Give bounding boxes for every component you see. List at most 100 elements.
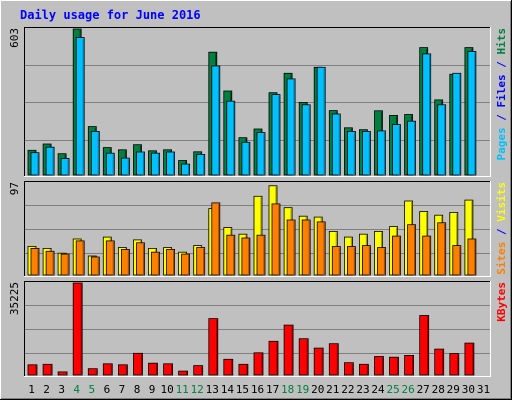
- bar-sites-day-25: [392, 235, 401, 276]
- legend-entry: /: [495, 55, 508, 75]
- bar-kbytes-day-29: [449, 353, 460, 376]
- bar-kbytes-day-18: [283, 324, 294, 376]
- panel-legend: Sites / Visits: [495, 182, 508, 275]
- bar-kbytes-day-24: [374, 356, 384, 376]
- x-tick-label-day-16: 16: [251, 383, 264, 396]
- bar-files-day-17: [271, 94, 281, 176]
- bar-files-day-2: [45, 146, 55, 176]
- x-tick-label-day-7: 7: [119, 383, 126, 396]
- bar-files-day-1: [30, 152, 40, 176]
- x-tick-label-day-8: 8: [134, 383, 141, 396]
- bar-files-day-29: [452, 72, 462, 176]
- bar-files-day-28: [437, 104, 447, 176]
- bar-kbytes-day-21: [328, 343, 339, 376]
- bar-files-day-19: [301, 104, 311, 176]
- bar-kbytes-day-3: [57, 371, 68, 376]
- bar-kbytes-day-4: [72, 282, 83, 376]
- bar-sites-day-12: [196, 247, 206, 276]
- bar-files-day-5: [90, 130, 100, 176]
- bar-sites-day-15: [241, 237, 251, 276]
- bar-kbytes-day-23: [358, 363, 369, 376]
- bar-files-day-14: [226, 100, 236, 176]
- x-tick-label-day-20: 20: [311, 383, 324, 396]
- bar-files-day-24: [377, 130, 386, 176]
- bar-kbytes-day-8: [133, 352, 143, 376]
- bar-kbytes-day-12: [193, 365, 204, 376]
- x-tick-label-day-22: 22: [341, 383, 354, 396]
- x-tick-label-day-18: 18: [281, 383, 294, 396]
- x-tick-label-day-27: 27: [417, 383, 430, 396]
- bar-kbytes-day-27: [419, 315, 430, 376]
- bar-files-day-23: [361, 130, 371, 176]
- x-tick-label-day-31: 31: [477, 383, 490, 396]
- panel-visits: 97 Sites / Visits: [8, 181, 508, 277]
- bar-files-day-10: [166, 151, 176, 176]
- bar-sites-day-14: [226, 234, 236, 276]
- x-tick-label-day-14: 14: [221, 383, 235, 396]
- x-tick-label-day-26: 26: [401, 383, 414, 396]
- x-tick-label-day-17: 17: [266, 383, 279, 396]
- bar-sites-day-16: [256, 234, 266, 276]
- legend-entry: Pages: [495, 127, 508, 160]
- panel-max-label: 603: [8, 28, 21, 48]
- x-tick-label-day-23: 23: [356, 383, 369, 396]
- bar-sites-day-13: [211, 202, 221, 276]
- panel-legend: KBytes: [495, 282, 508, 322]
- panel-max-label: 97: [8, 182, 21, 195]
- bar-sites-day-18: [286, 219, 296, 276]
- bar-sites-day-17: [271, 203, 281, 276]
- legend-entry: KBytes: [495, 282, 508, 322]
- series-files: [30, 37, 477, 176]
- panel-legend: Pages / Files / Hits: [495, 28, 508, 161]
- x-tick-label-day-24: 24: [371, 383, 385, 396]
- x-tick-label-day-3: 3: [58, 383, 65, 396]
- x-tick-label-day-1: 1: [28, 383, 35, 396]
- bar-sites-day-26: [407, 224, 417, 276]
- x-tick-label-day-28: 28: [432, 383, 445, 396]
- bar-files-day-21: [331, 113, 341, 176]
- bar-kbytes-day-7: [118, 364, 128, 376]
- x-tick-label-day-25: 25: [386, 383, 399, 396]
- x-tick-label-day-2: 2: [43, 383, 50, 396]
- bar-sites-day-8: [136, 242, 145, 276]
- panel-max-label: 35225: [8, 282, 21, 315]
- bar-kbytes-day-10: [163, 363, 174, 376]
- bar-kbytes-day-25: [389, 356, 399, 376]
- bar-sites-day-24: [377, 247, 386, 276]
- legend-entry: /: [495, 222, 508, 242]
- x-tick-label-day-21: 21: [326, 383, 339, 396]
- bar-sites-day-30: [467, 238, 477, 276]
- x-tick-label-day-15: 15: [236, 383, 249, 396]
- bar-files-day-22: [346, 130, 356, 176]
- x-tick-label-day-29: 29: [447, 383, 460, 396]
- x-tick-label-day-10: 10: [160, 383, 173, 396]
- bar-kbytes-day-9: [148, 362, 158, 376]
- bar-kbytes-day-2: [42, 363, 53, 376]
- bar-sites-day-11: [181, 253, 191, 276]
- bar-kbytes-day-22: [343, 362, 354, 376]
- bar-kbytes-day-30: [464, 342, 475, 376]
- bar-files-day-18: [286, 78, 296, 176]
- x-tick-label-day-4: 4: [73, 383, 80, 396]
- bar-files-day-27: [422, 53, 432, 176]
- bar-sites-day-23: [361, 245, 371, 276]
- legend-entry: Files: [495, 74, 508, 107]
- bar-sites-day-29: [452, 245, 462, 276]
- bar-sites-day-9: [151, 251, 160, 276]
- bar-sites-day-3: [60, 253, 70, 276]
- bar-files-day-12: [196, 153, 206, 176]
- bar-sites-day-21: [331, 246, 341, 276]
- bar-files-day-4: [75, 37, 85, 176]
- bar-sites-day-28: [437, 222, 447, 276]
- bar-kbytes-day-26: [404, 354, 415, 376]
- bar-files-day-8: [136, 151, 145, 176]
- bar-files-day-13: [211, 65, 221, 176]
- bar-files-day-25: [392, 124, 401, 176]
- bar-kbytes-day-11: [178, 370, 189, 376]
- bar-sites-day-6: [105, 240, 115, 276]
- bar-sites-day-4: [75, 240, 85, 276]
- bar-sites-day-22: [346, 246, 356, 276]
- bar-kbytes-day-17: [268, 340, 279, 376]
- legend-entry: Sites: [495, 242, 508, 275]
